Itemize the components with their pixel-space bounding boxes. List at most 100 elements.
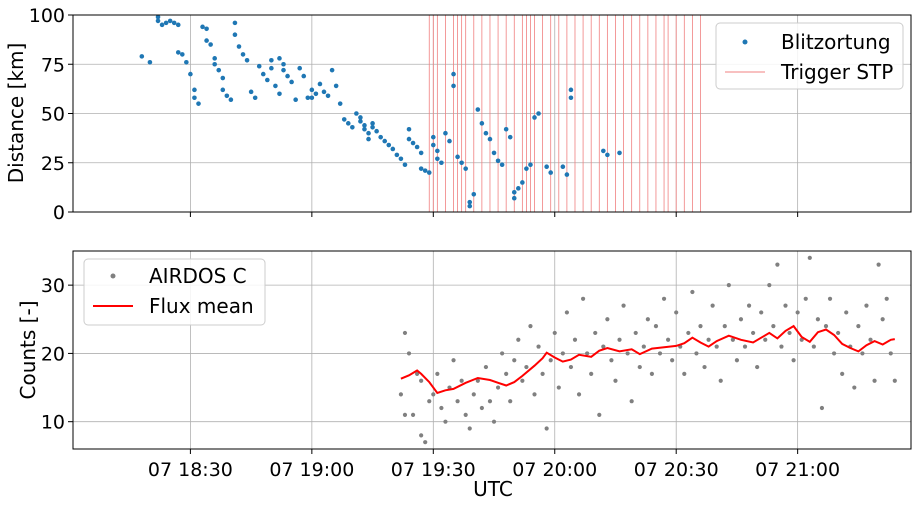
airdos-point (528, 324, 533, 329)
blitzortung-point (507, 134, 513, 140)
airdos-point (795, 310, 800, 315)
blitzortung-point (491, 150, 497, 156)
blitzortung-point (232, 20, 238, 26)
airdos-point (666, 337, 671, 342)
blitzortung-point (536, 111, 541, 116)
airdos-point (670, 358, 675, 363)
blitzortung-point (443, 130, 448, 136)
blitzortung-point (426, 170, 432, 175)
airdos-point (459, 378, 464, 383)
airdos-point (864, 303, 869, 308)
blitzortung-point (358, 119, 363, 124)
blitzortung-point (309, 87, 315, 93)
blitzortung-point (601, 148, 606, 154)
blitzortung-point (471, 191, 477, 197)
blitzortung-point (236, 44, 242, 49)
blitzortung-point (277, 91, 282, 97)
airdos-point (504, 371, 509, 376)
blitzortung-point (228, 97, 234, 103)
blitzortung-point (544, 164, 549, 169)
airdos-point (410, 412, 416, 417)
blitzortung-point (520, 180, 525, 185)
distance-y-axis-label: Distance [km] (4, 43, 28, 183)
airdos-point (783, 303, 788, 308)
blitzortung-point (499, 162, 505, 168)
airdos-point (872, 378, 877, 383)
airdos-point (755, 364, 760, 370)
blitzortung-point (281, 67, 286, 73)
blitzortung-point (362, 123, 367, 128)
blitzortung-point (479, 121, 485, 126)
blitzortung-point (532, 115, 537, 120)
airdos-point (427, 399, 432, 404)
airdos-point (690, 289, 695, 295)
airdos-point (613, 378, 618, 383)
airdos-point (860, 351, 865, 356)
airdos-point (402, 412, 408, 417)
airdos-point (500, 351, 505, 356)
blitzortung-point (358, 115, 363, 120)
blitzortung-point (305, 95, 311, 101)
blitzortung-point (402, 162, 408, 168)
counts-y-axis-label: Counts [-] (16, 301, 40, 400)
blitzortung-point (406, 136, 412, 142)
blitzortung-point (269, 58, 274, 63)
airdos-point (840, 371, 845, 376)
blitzortung-point (325, 93, 331, 99)
blitzortung-point (451, 71, 456, 77)
airdos-point (589, 371, 594, 376)
airdos-point (625, 351, 630, 356)
blitzortung-point (366, 130, 371, 136)
blitzortung-point (430, 134, 436, 140)
blitzortung-point (204, 26, 209, 32)
airdos-point (649, 371, 655, 376)
airdos-point (868, 337, 873, 342)
blitzortung-point (309, 95, 315, 101)
blitzortung-point (378, 134, 383, 140)
airdos-point (714, 344, 719, 349)
blitzortung-point (511, 195, 517, 201)
airdos-point (730, 337, 735, 342)
airdos-point (637, 364, 642, 370)
airdos-point (443, 419, 448, 424)
legend-label-blitzortung: Blitzortung (781, 30, 891, 54)
airdos-point (807, 255, 812, 260)
blitzortung-point (475, 107, 481, 112)
airdos-point (597, 412, 602, 417)
blitzortung-point (382, 138, 388, 144)
airdos-point (710, 303, 715, 308)
airdos-point (406, 351, 412, 356)
legend-label-flux-mean: Flux mean (149, 294, 254, 318)
blitzortung-point (212, 56, 217, 61)
blitzortung-point (175, 22, 181, 28)
airdos-point (572, 337, 578, 342)
legend-marker-airdos-c (110, 273, 116, 279)
blitzortung-point (337, 101, 343, 106)
distance-y-ticks: 0 25 50 75 100 (29, 5, 73, 224)
airdos-point (568, 364, 574, 370)
x-tick-label-07-18-30: 07 18:30 (148, 459, 233, 481)
airdos-point (779, 344, 784, 349)
airdos-point (892, 378, 897, 383)
blitzortung-point (293, 97, 298, 103)
blitzortung-point (617, 150, 622, 156)
airdos-point (419, 378, 424, 383)
airdos-point (467, 426, 472, 431)
blitzortung-point (511, 190, 517, 195)
x-axis-label: UTC (473, 477, 513, 501)
airdos-point (475, 378, 480, 383)
blitzortung-point (256, 63, 262, 69)
airdos-point (852, 385, 857, 390)
airdos-point (888, 351, 893, 356)
airdos-point (722, 324, 727, 329)
flux-mean-line (400, 324, 895, 395)
airdos-point (548, 358, 553, 363)
blitzortung-point (208, 42, 213, 47)
blitzortung-point (159, 22, 165, 28)
airdos-point (516, 337, 521, 342)
blitzortung-point (605, 152, 610, 158)
blitzortung-point (410, 140, 416, 146)
blitzortung-point (277, 56, 282, 61)
